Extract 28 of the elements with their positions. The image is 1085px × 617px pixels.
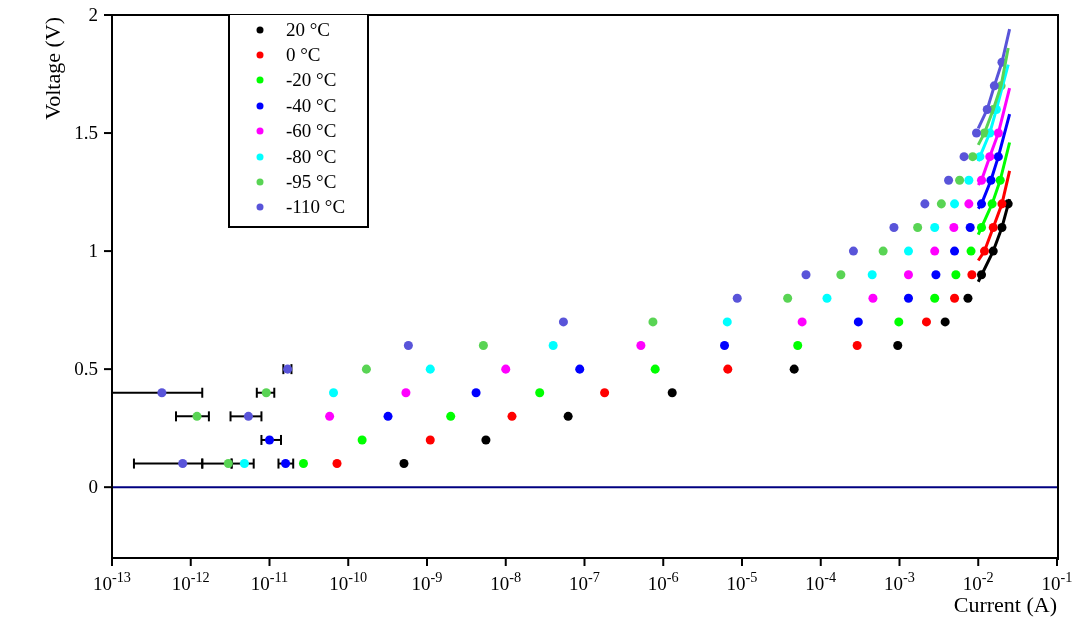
x-tick-label: 10$^{-13}$ [93, 569, 131, 594]
legend-label: -95 °C [286, 171, 337, 194]
y-axis-title: Voltage (V) [40, 17, 65, 120]
y-tick-label: 0 [88, 476, 98, 498]
x-tick-label: 10$^{-4}$ [805, 569, 837, 594]
legend-label: -20 °C [286, 69, 337, 92]
legend-label: -110 °C [286, 196, 346, 219]
x-tick-label: 10$^{-10}$ [329, 569, 368, 594]
x-tick-label: 10$^{-7}$ [569, 569, 600, 594]
x-axis-title: Current (A) [953, 592, 1057, 617]
x-tick-label: 10$^{-9}$ [411, 569, 443, 594]
x-tick-label: 10$^{-11}$ [250, 569, 289, 594]
y-tick-label: 2 [88, 4, 98, 25]
x-tick-label: 10$^{-3}$ [884, 569, 915, 594]
x-tick-label: 10$^{-2}$ [962, 569, 994, 594]
x-tick-label: 10$^{-1}$ [1041, 569, 1073, 594]
x-tick-label: 10$^{-12}$ [171, 569, 210, 594]
y-tick-label: 0.5 [74, 358, 98, 380]
legend-label: -80 °C [286, 145, 337, 168]
legend-label: -40 °C [286, 94, 337, 117]
x-tick-label: 10$^{-6}$ [647, 569, 679, 594]
y-tick-label: 1 [88, 240, 98, 262]
y-tick-label: 1.5 [74, 122, 98, 144]
x-tick-label: 10$^{-8}$ [490, 569, 522, 594]
x-tick-label: 10$^{-5}$ [726, 569, 758, 594]
legend-label: 0 °C [286, 44, 321, 67]
legend-label: 20 °C [286, 18, 331, 41]
legend-label: -60 °C [286, 120, 337, 143]
